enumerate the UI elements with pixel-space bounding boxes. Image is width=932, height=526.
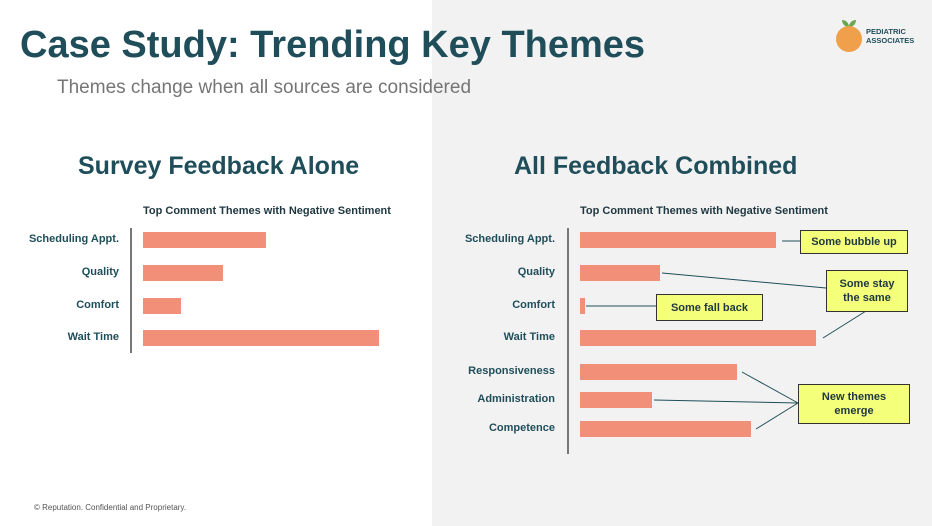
bar-scheduling-appt [580, 232, 776, 248]
callout-new-themes-line1: New themes [821, 391, 887, 403]
slide-title: Case Study: Trending Key Themes [20, 24, 646, 66]
callout-new-themes-line2: emerge [834, 405, 874, 417]
callout-new-themes: New themes emerge [798, 384, 910, 424]
left-chart-axis [130, 228, 132, 353]
callout-bubble-up-text: Some bubble up [811, 236, 897, 248]
orange-icon [836, 26, 862, 52]
category-label-quality: Quality [517, 266, 555, 278]
category-label-wait-time: Wait Time [67, 331, 119, 343]
category-label-scheduling-appt: Scheduling Appt. [464, 233, 555, 245]
logo-text-line2: ASSOCIATES [866, 36, 915, 45]
right-chart-title: Top Comment Themes with Negative Sentime… [580, 205, 828, 217]
logo-text-line1: PEDIATRIC [866, 27, 906, 36]
footer-copyright: © Reputation. Confidential and Proprieta… [34, 503, 187, 512]
callout-stay-same-line1: Some stay [839, 278, 895, 290]
category-label-responsiveness: Responsiveness [468, 365, 555, 377]
right-panel-background [432, 0, 932, 526]
bar-wait-time [143, 330, 379, 346]
slide-subtitle: Themes change when all sources are consi… [57, 77, 472, 98]
category-label-comfort: Comfort [512, 299, 555, 311]
bar-scheduling-appt [143, 232, 267, 248]
bar-comfort [580, 298, 585, 314]
pediatric-associates-logo: PEDIATRIC ASSOCIATES [836, 16, 928, 56]
bar-quality [580, 265, 660, 281]
right-chart-axis [567, 228, 569, 454]
callout-fall-back: Some fall back [656, 294, 763, 321]
left-panel-heading: Survey Feedback Alone [78, 152, 360, 180]
category-label-competence: Competence [488, 422, 555, 434]
category-label-comfort: Comfort [76, 299, 119, 311]
leaf-icon [842, 20, 856, 27]
category-label-wait-time: Wait Time [503, 331, 555, 343]
bar-quality [143, 265, 223, 281]
callout-stay-same-line2: the same [843, 292, 891, 304]
bar-competence [580, 421, 751, 437]
callout-stay-same: Some stay the same [826, 270, 908, 312]
category-label-quality: Quality [81, 266, 119, 278]
right-panel-heading: All Feedback Combined [514, 152, 798, 180]
category-label-scheduling-appt: Scheduling Appt. [28, 233, 119, 245]
left-chart-title: Top Comment Themes with Negative Sentime… [143, 205, 391, 217]
category-label-administration: Administration [477, 393, 555, 405]
callout-fall-back-text: Some fall back [670, 301, 749, 314]
bar-wait-time [580, 330, 816, 346]
bar-comfort [143, 298, 181, 314]
logo-text: PEDIATRIC ASSOCIATES [866, 27, 914, 45]
bar-responsiveness [580, 364, 738, 380]
callout-bubble-up: Some bubble up [800, 230, 908, 254]
bar-administration [580, 392, 652, 408]
